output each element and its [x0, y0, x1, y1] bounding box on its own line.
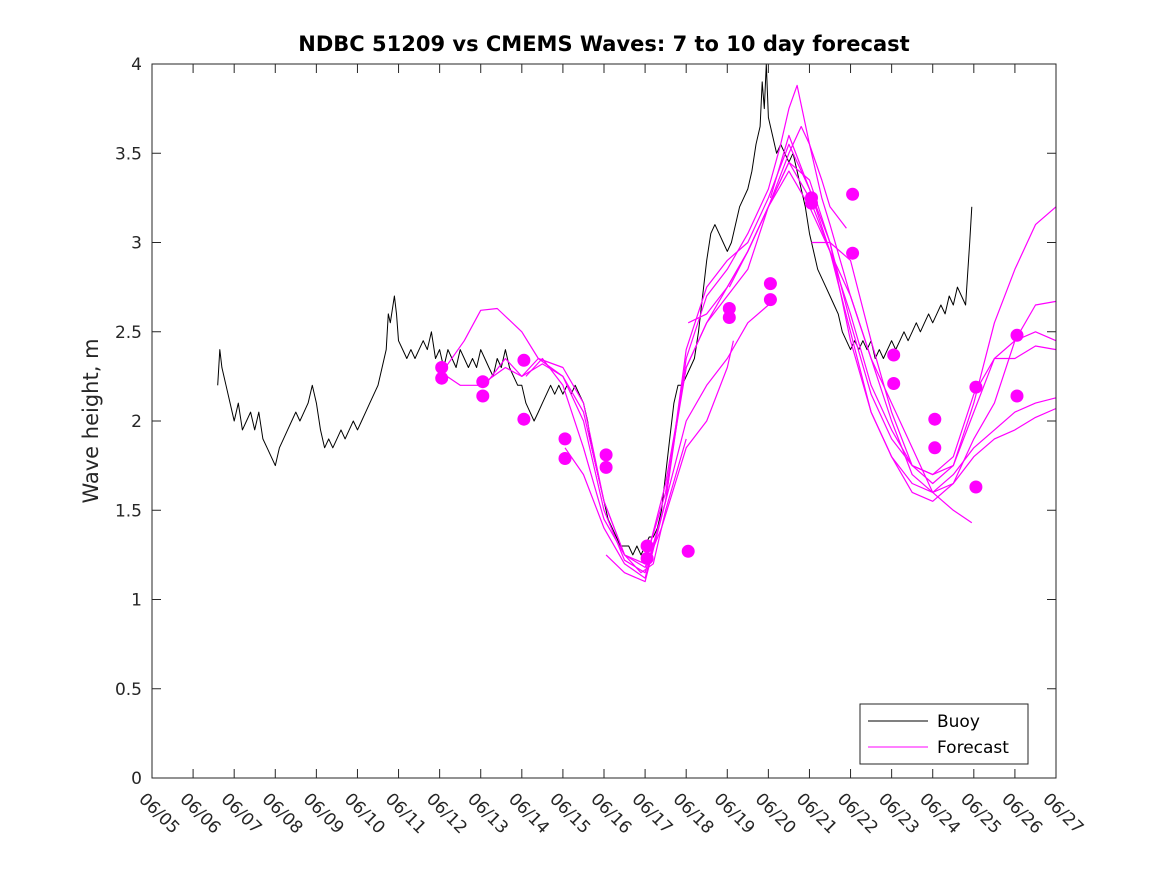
forecast-marker	[846, 187, 860, 201]
forecast-marker	[887, 377, 901, 390]
y-tick-label: 2	[131, 412, 142, 432]
y-tick-label: 3	[131, 234, 142, 254]
forecast-marker	[517, 412, 531, 426]
legend-box	[859, 703, 1029, 765]
forecast-marker	[805, 196, 818, 210]
forecast-line	[564, 84, 973, 579]
forecast-marker	[558, 432, 572, 446]
y-tick-label: 3.5	[115, 144, 142, 164]
forecast-marker	[763, 293, 777, 307]
y-axis-label: Wave height, m	[79, 338, 103, 503]
forecast-line	[646, 170, 1057, 556]
forecast-marker	[476, 375, 490, 389]
plot-area	[152, 64, 1056, 778]
forecast-marker	[681, 544, 695, 558]
legend: Buoy Forecast	[859, 703, 1029, 765]
forecast-marker	[476, 389, 490, 403]
y-tick-label: 4	[131, 55, 142, 75]
forecast-marker	[969, 480, 983, 494]
forecast-marker	[763, 277, 777, 291]
legend-label-forecast: Forecast	[937, 738, 1009, 758]
forecast-marker	[558, 452, 572, 465]
series-layer	[217, 63, 1057, 583]
forecast-marker	[928, 412, 942, 426]
forecast-marker	[599, 448, 613, 462]
forecast-line	[441, 307, 687, 574]
legend-label-buoy: Buoy	[937, 712, 980, 732]
y-tick-label: 1.5	[115, 501, 142, 521]
forecast-marker	[722, 302, 736, 315]
forecast-marker	[599, 460, 613, 474]
y-axis: 0 0.5 1 1.5 2 2.5 3 3.5 4	[115, 55, 1056, 789]
forecast-marker	[435, 371, 449, 385]
forecast-marker	[846, 246, 860, 260]
forecast-marker	[1010, 389, 1024, 403]
forecast-marker	[928, 441, 942, 455]
y-tick-label: 2.5	[115, 323, 142, 343]
forecast-marker	[517, 353, 531, 367]
y-tick-label: 0.5	[115, 680, 142, 700]
forecast-marker	[969, 380, 983, 394]
forecast-marker	[640, 551, 654, 565]
forecast-marker	[435, 361, 449, 374]
y-tick-label: 0	[131, 769, 142, 789]
chart-title: NDBC 51209 vs CMEMS Waves: 7 to 10 day f…	[298, 32, 909, 56]
y-tick-label: 1	[131, 591, 142, 611]
forecast-line	[441, 340, 734, 568]
forecast-marker	[722, 311, 736, 324]
forecast-line	[484, 299, 777, 574]
forecast-marker	[1010, 328, 1024, 342]
forecast-markers	[435, 187, 1024, 565]
forecast-marker	[887, 348, 901, 362]
forecast-marker	[640, 539, 654, 553]
forecast-line	[811, 206, 1057, 476]
